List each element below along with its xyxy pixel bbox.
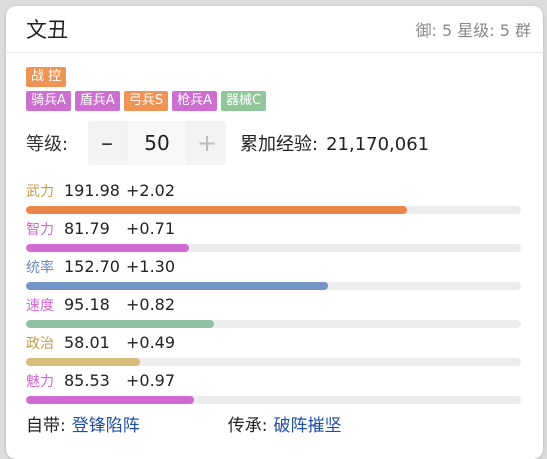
stat-label: 政治 bbox=[26, 336, 54, 352]
stat-label: 速度 bbox=[26, 298, 54, 314]
skills-footer: 自带: 登锋陷阵 传承: 破阵摧坚 bbox=[6, 411, 543, 436]
inherit-skill-link[interactable]: 破阵摧坚 bbox=[273, 416, 342, 436]
exp-label: 累加经验: bbox=[240, 134, 319, 155]
stat-row: 魅力 85.53 +0.97 bbox=[6, 371, 543, 409]
stat-value: 85.53 bbox=[64, 371, 110, 390]
stat-bonus: +0.97 bbox=[126, 371, 176, 390]
increase-level-button[interactable]: + bbox=[196, 129, 218, 157]
stat-bonus: +0.49 bbox=[126, 333, 176, 352]
stat-value: 191.98 bbox=[64, 181, 120, 200]
stat-value: 58.01 bbox=[64, 333, 110, 352]
stat-bar-fill bbox=[26, 244, 190, 252]
stat-bar-fill bbox=[26, 206, 408, 214]
general-meta: 御: 5 星级: 5 群 bbox=[415, 21, 532, 40]
stat-bar bbox=[26, 358, 521, 366]
stat-label: 智力 bbox=[26, 222, 54, 238]
stat-row: 政治 58.01 +0.49 bbox=[6, 333, 543, 371]
general-name: 文丑 bbox=[26, 18, 68, 42]
stat-value: 81.79 bbox=[64, 219, 110, 238]
exp-value: 21,170,061 bbox=[326, 134, 430, 155]
stat-bar bbox=[26, 206, 521, 214]
stat-bar-fill bbox=[26, 282, 328, 290]
stat-bar bbox=[26, 396, 521, 404]
stat-bar bbox=[26, 282, 521, 290]
stat-bonus: +2.02 bbox=[126, 181, 176, 200]
exp-block: 累加经验: 21,170,061 bbox=[240, 130, 429, 156]
decrease-level-button[interactable]: – bbox=[101, 129, 113, 157]
stat-bar-fill bbox=[26, 320, 215, 328]
stat-row: 统率 152.70 +1.30 bbox=[6, 257, 543, 295]
troop-tag-shield: 盾兵A bbox=[74, 91, 120, 111]
troop-tag-siege: 器械C bbox=[220, 91, 267, 111]
own-skill-label: 自带: bbox=[26, 416, 66, 436]
stat-bonus: +0.82 bbox=[126, 295, 176, 314]
stat-bonus: +0.71 bbox=[126, 219, 176, 238]
stat-value: 95.18 bbox=[64, 295, 110, 314]
stats-list: 武力 191.98 +2.02 智力 81.79 +0.71 统率 152.70… bbox=[6, 181, 543, 409]
general-card: 文丑 御: 5 星级: 5 群 战 控 骑兵A 盾兵A 弓兵S 枪兵A 器械C … bbox=[6, 6, 543, 459]
troop-tag-spear: 枪兵A bbox=[172, 91, 217, 111]
stat-value: 152.70 bbox=[64, 257, 120, 276]
stat-row: 速度 95.18 +0.82 bbox=[6, 295, 543, 333]
inherit-skill-label: 传承: bbox=[227, 416, 268, 436]
level-label: 等级: bbox=[26, 134, 69, 155]
own-skill-link[interactable]: 登锋陷阵 bbox=[71, 416, 140, 436]
level-stepper: – 50 + bbox=[88, 121, 226, 165]
stat-label: 统率 bbox=[26, 260, 54, 276]
stat-row: 智力 81.79 +0.71 bbox=[6, 219, 543, 257]
stat-label: 武力 bbox=[26, 184, 54, 200]
stat-row: 武力 191.98 +2.02 bbox=[6, 181, 543, 219]
stat-bonus: +1.30 bbox=[126, 257, 176, 276]
stat-bar bbox=[26, 320, 521, 328]
card-header: 文丑 御: 5 星级: 5 群 bbox=[6, 6, 543, 53]
stat-bar-fill bbox=[26, 396, 195, 404]
troop-tags: 骑兵A 盾兵A 弓兵S 枪兵A 器械C bbox=[6, 91, 543, 111]
level-value[interactable]: 50 bbox=[126, 121, 188, 165]
role-tags: 战 控 bbox=[6, 67, 543, 87]
level-row: 等级: – 50 + 累加经验: 21,170,061 bbox=[6, 121, 543, 165]
troop-tag-bow: 弓兵S bbox=[123, 91, 169, 111]
troop-tag-cavalry: 骑兵A bbox=[26, 91, 71, 111]
stat-bar bbox=[26, 244, 521, 252]
role-tag: 战 控 bbox=[26, 67, 67, 87]
stat-label: 魅力 bbox=[26, 374, 54, 390]
stat-bar-fill bbox=[26, 358, 140, 366]
